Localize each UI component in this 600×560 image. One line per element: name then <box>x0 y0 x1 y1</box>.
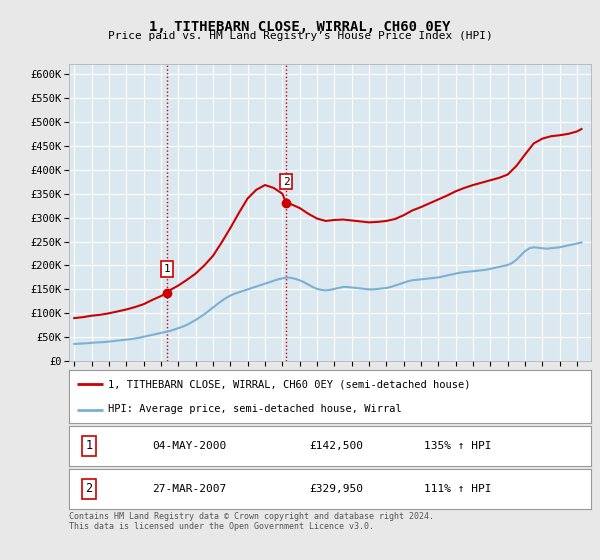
Text: HPI: Average price, semi-detached house, Wirral: HPI: Average price, semi-detached house,… <box>108 404 402 414</box>
Text: 2: 2 <box>283 177 290 186</box>
Text: 27-MAR-2007: 27-MAR-2007 <box>152 484 227 494</box>
Text: 111% ↑ HPI: 111% ↑ HPI <box>424 484 491 494</box>
Text: 04-MAY-2000: 04-MAY-2000 <box>152 441 227 451</box>
Text: 2: 2 <box>85 482 92 496</box>
Text: 1: 1 <box>163 264 170 274</box>
Text: Price paid vs. HM Land Registry’s House Price Index (HPI): Price paid vs. HM Land Registry’s House … <box>107 31 493 41</box>
Text: 1, TITHEBARN CLOSE, WIRRAL, CH60 0EY (semi-detached house): 1, TITHEBARN CLOSE, WIRRAL, CH60 0EY (se… <box>108 380 470 390</box>
Text: 135% ↑ HPI: 135% ↑ HPI <box>424 441 491 451</box>
Text: £329,950: £329,950 <box>309 484 363 494</box>
Text: £142,500: £142,500 <box>309 441 363 451</box>
Text: 1, TITHEBARN CLOSE, WIRRAL, CH60 0EY: 1, TITHEBARN CLOSE, WIRRAL, CH60 0EY <box>149 20 451 34</box>
Text: Contains HM Land Registry data © Crown copyright and database right 2024.
This d: Contains HM Land Registry data © Crown c… <box>69 512 434 531</box>
Text: 1: 1 <box>85 439 92 452</box>
